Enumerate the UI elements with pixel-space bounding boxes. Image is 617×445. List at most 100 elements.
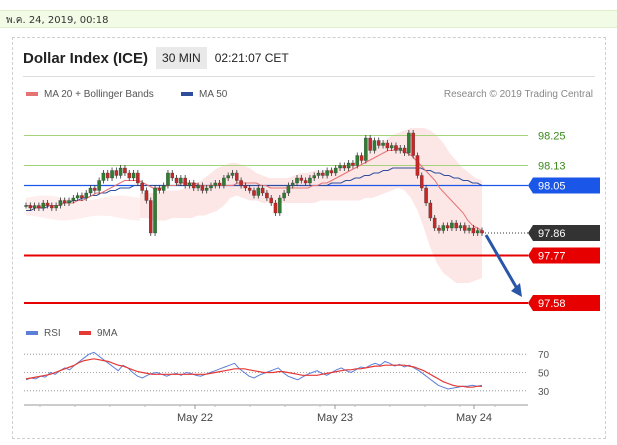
candle	[428, 200, 433, 221]
candle	[467, 225, 471, 234]
level-tag-98.05: 98.05	[528, 177, 600, 194]
rsi-axis: 70 50 30	[24, 350, 550, 398]
candle-body	[144, 190, 149, 201]
candle-body	[316, 172, 321, 176]
candle	[420, 172, 424, 191]
candle-body	[179, 177, 183, 184]
timeframe-badge[interactable]: 30 MIN	[156, 47, 207, 69]
date-stamp-bar: พ.ค. 24, 2019, 00:18	[0, 10, 617, 28]
candle-body	[75, 195, 80, 199]
rsi-tick-70: 70	[538, 350, 550, 361]
candle-body	[105, 172, 110, 179]
candle-body	[114, 170, 119, 176]
candle-body	[260, 187, 265, 194]
candle	[183, 175, 187, 189]
candle	[58, 197, 63, 209]
candle	[282, 190, 286, 201]
candle	[213, 180, 218, 189]
candle	[359, 152, 364, 164]
candle	[84, 190, 88, 201]
candle-body	[200, 185, 205, 191]
candle-body	[32, 205, 37, 209]
candle-body	[355, 155, 359, 166]
candle	[299, 175, 304, 184]
candle	[411, 130, 415, 159]
candle	[110, 167, 114, 181]
candle	[256, 185, 261, 199]
candle	[45, 200, 50, 209]
rsi-legend-swatch	[26, 331, 38, 335]
date-stamp: พ.ค. 24, 2019, 00:18	[6, 15, 109, 26]
chart-card: Dollar Index (ICE) 30 MIN 02:21:07 CET	[12, 37, 606, 439]
candle	[342, 162, 347, 171]
candle-body	[183, 177, 187, 186]
candle	[381, 140, 385, 149]
candle-body	[149, 200, 153, 234]
candle	[200, 182, 205, 194]
candle-body	[441, 225, 446, 231]
candle	[67, 197, 71, 206]
candle-body	[394, 145, 398, 151]
ma20-legend-swatch	[26, 92, 38, 96]
candle-body	[329, 170, 334, 174]
candle	[338, 162, 342, 171]
candle-body	[273, 202, 278, 214]
candle	[226, 172, 230, 181]
candle-body	[153, 187, 157, 234]
bollinger-band-area-left	[26, 195, 140, 221]
rsi-ma9-line	[25, 358, 482, 388]
candle-body	[325, 170, 329, 176]
candle-body	[62, 200, 67, 204]
candle	[187, 180, 192, 189]
candle-body	[346, 162, 351, 169]
candle	[170, 170, 175, 181]
candle	[105, 170, 110, 181]
candle-body	[217, 182, 222, 186]
clock-time: 02:21:07 CET	[214, 51, 289, 65]
candle-body	[290, 182, 295, 186]
candle-body	[127, 172, 131, 179]
candle-body	[80, 195, 84, 199]
candle-body	[321, 172, 325, 176]
candle	[37, 202, 41, 211]
candle	[377, 137, 381, 149]
candle	[166, 170, 170, 189]
candle-body	[222, 177, 226, 186]
candle-body	[58, 200, 63, 206]
candle-body	[269, 197, 273, 204]
candle	[303, 177, 308, 186]
candle-body	[187, 182, 192, 186]
candle	[265, 190, 269, 201]
candle	[196, 182, 200, 191]
candle-body	[41, 202, 45, 209]
candle-body	[437, 227, 441, 231]
candle-body	[140, 182, 144, 191]
candle	[149, 197, 153, 236]
candle	[480, 227, 484, 236]
candle-body	[265, 192, 269, 199]
rsi-tick-50: 50	[538, 369, 550, 380]
candle	[389, 142, 394, 151]
candle-body	[286, 185, 291, 194]
level-tag-97.77: 97.77	[528, 247, 600, 264]
candle	[286, 182, 291, 196]
rsi-tick-30: 30	[538, 387, 550, 398]
candle	[144, 187, 149, 204]
x-tick-label: May 22	[177, 412, 213, 424]
instrument-title: Dollar Index (ICE)	[23, 49, 149, 67]
candle	[28, 202, 33, 211]
candle-body	[364, 137, 368, 161]
level-tags: 98.25 98.13 98.05 97.86 97.77 97.58	[528, 131, 600, 311]
candle-body	[209, 185, 213, 189]
candle	[247, 185, 252, 194]
candle	[140, 180, 144, 194]
candle	[235, 170, 239, 184]
candle-body	[230, 172, 235, 176]
candle-body	[67, 200, 71, 204]
candle	[93, 185, 97, 194]
x-tick-label: May 23	[317, 412, 353, 424]
candle-body	[385, 142, 390, 149]
candle	[415, 152, 420, 179]
candle	[161, 182, 166, 194]
candle-body	[54, 205, 58, 209]
